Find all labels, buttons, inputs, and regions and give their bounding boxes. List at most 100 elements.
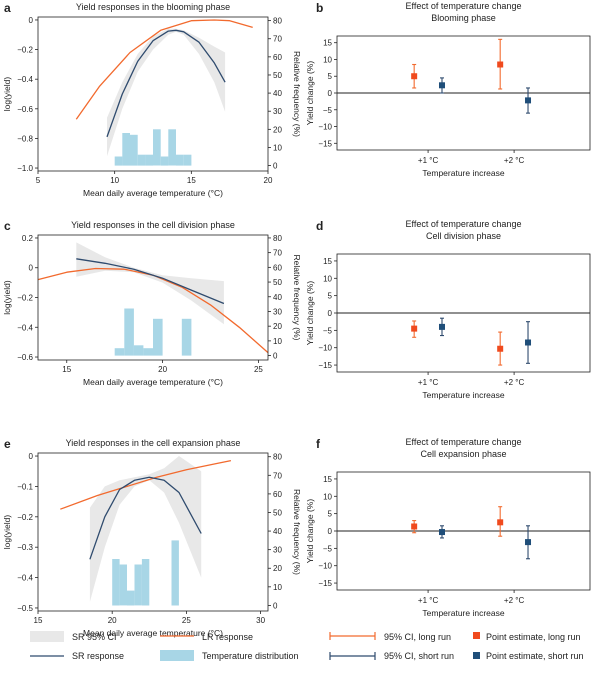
legend-label-ci-long: 95% CI, long run — [384, 632, 451, 642]
y-tick-label: −0.4 — [17, 574, 33, 583]
y-tick-label: 0 — [328, 89, 333, 98]
hist-bar — [122, 133, 130, 166]
y-tick-label: 10 — [323, 55, 332, 64]
legend-label-pe-long: Point estimate, long run — [486, 632, 581, 642]
chart-subtitle-d: Cell division phase — [426, 231, 501, 241]
hist-bar — [133, 345, 144, 356]
y2-tick-label: 80 — [273, 17, 282, 26]
x-tick-label: +2 °C — [504, 378, 525, 387]
x-tick-label: +1 °C — [418, 378, 439, 387]
sr-response-line-a — [106, 29, 226, 138]
y-tick-label: 0 — [328, 309, 333, 318]
y-tick-label: 5 — [328, 510, 333, 519]
chart-subtitle-b: Blooming phase — [431, 13, 496, 23]
y2-tick-label: 40 — [273, 89, 282, 98]
hist-bar — [171, 540, 179, 606]
short-run-point — [438, 323, 445, 330]
y2-tick-label: 70 — [273, 471, 282, 480]
y-tick-label: 0 — [29, 264, 34, 273]
x-axis-label-a: Mean daily average temperature (°C) — [83, 188, 223, 198]
y-axis-label-f: Yield change (%) — [305, 499, 315, 564]
long-run-point — [497, 61, 504, 68]
chart-subtitle-f: Cell expansion phase — [420, 449, 506, 459]
panel-e: e Yield responses in the cell expansion p… — [2, 437, 302, 638]
y2-axis-label-e: Relative frequency (%) — [292, 489, 302, 575]
legend-label-lr-response: LR response — [202, 632, 253, 642]
x-axis-label-c: Mean daily average temperature (°C) — [83, 377, 223, 387]
hist-bar — [176, 154, 184, 166]
y-tick-label: 5 — [328, 292, 333, 301]
y2-tick-label: 70 — [273, 249, 282, 258]
y-tick-label: −0.8 — [17, 134, 33, 143]
plot-frame-a — [37, 16, 269, 172]
x-tick-label: +2 °C — [504, 596, 525, 605]
x-tick-label: +1 °C — [418, 596, 439, 605]
legend-label-temp-dist: Temperature distribution — [202, 651, 299, 661]
y2-tick-label: 60 — [273, 53, 282, 62]
legend-swatch-ci-short — [329, 652, 376, 660]
y2-axis-label-c: Relative frequency (%) — [292, 255, 302, 341]
x-tick-label: 15 — [62, 365, 71, 374]
y2-tick-label: 40 — [273, 527, 282, 536]
sr-ci-band-c — [76, 242, 224, 325]
legend-right: 95% CI, long run 95% CI, short run Point… — [329, 632, 584, 661]
y-tick-label: −0.5 — [17, 604, 33, 613]
y-axis-label-d: Yield change (%) — [305, 281, 315, 346]
x-tick-label: 25 — [254, 365, 263, 374]
x-tick-label: 25 — [182, 616, 191, 625]
y2-tick-label: 80 — [273, 453, 282, 462]
x-axis-label-d: Temperature increase — [422, 390, 504, 400]
y-tick-label: −0.4 — [17, 323, 33, 332]
chart-title-c: Yield responses in the cell division pha… — [71, 220, 235, 230]
x-tick-label: 30 — [256, 616, 265, 625]
legend-label-sr-ci: SR 95% CI — [72, 632, 117, 642]
hist-bar — [143, 348, 153, 356]
y2-tick-label: 30 — [273, 107, 282, 116]
y2-tick-label: 50 — [273, 71, 282, 80]
x-axis-label-f: Temperature increase — [422, 608, 504, 618]
y-tick-label: −5 — [323, 544, 333, 553]
y2-tick-label: 10 — [273, 337, 282, 346]
panel-label-e: e — [4, 437, 11, 451]
x-axis-label-e: Mean daily average temperature (°C) — [83, 628, 223, 638]
y-tick-label: −15 — [318, 579, 332, 588]
y2-tick-label: 40 — [273, 293, 282, 302]
panel-b: b Effect of temperature change Blooming ph… — [305, 1, 591, 178]
chart-title-a: Yield responses in the blooming phase — [76, 2, 230, 12]
long-run-point — [411, 73, 418, 80]
hist-bar — [134, 564, 142, 606]
hist-bar — [114, 348, 125, 356]
y-tick-label: −0.2 — [17, 294, 33, 303]
y2-tick-label: 80 — [273, 234, 282, 243]
y2-tick-label: 50 — [273, 278, 282, 287]
y-tick-label: 10 — [323, 274, 332, 283]
y-tick-label: −5 — [323, 326, 333, 335]
panel-label-f: f — [316, 437, 321, 451]
y2-axis-label-a: Relative frequency (%) — [292, 51, 302, 137]
sr-ci-band-a — [107, 28, 226, 157]
y-tick-label: −0.3 — [17, 543, 33, 552]
x-tick-label: 15 — [34, 616, 43, 625]
long-run-point — [497, 345, 504, 352]
temp-histogram-c — [114, 308, 192, 356]
long-run-point — [411, 523, 418, 530]
y2-tick-label: 20 — [273, 322, 282, 331]
y2-tick-label: 0 — [273, 601, 278, 610]
y2-tick-label: 60 — [273, 490, 282, 499]
y-tick-label: −0.2 — [17, 513, 33, 522]
legend-swatch-pe-short — [473, 652, 480, 659]
long-run-point — [411, 325, 418, 332]
temp-histogram-a — [114, 129, 192, 166]
y-axis-label-e: log(yield) — [2, 515, 12, 550]
hist-bar — [145, 154, 153, 166]
temp-histogram-e — [112, 540, 179, 606]
hist-bar — [183, 154, 192, 166]
hist-bar — [114, 156, 123, 166]
x-tick-label: 20 — [108, 616, 117, 625]
x-tick-label: 15 — [187, 176, 196, 185]
short-run-point — [438, 82, 445, 89]
legend-swatch-sr-ci — [30, 631, 64, 642]
legend-label-ci-short: 95% CI, short run — [384, 651, 454, 661]
panel-a: a Yield responses in the blooming phase 5 1… — [2, 1, 302, 198]
